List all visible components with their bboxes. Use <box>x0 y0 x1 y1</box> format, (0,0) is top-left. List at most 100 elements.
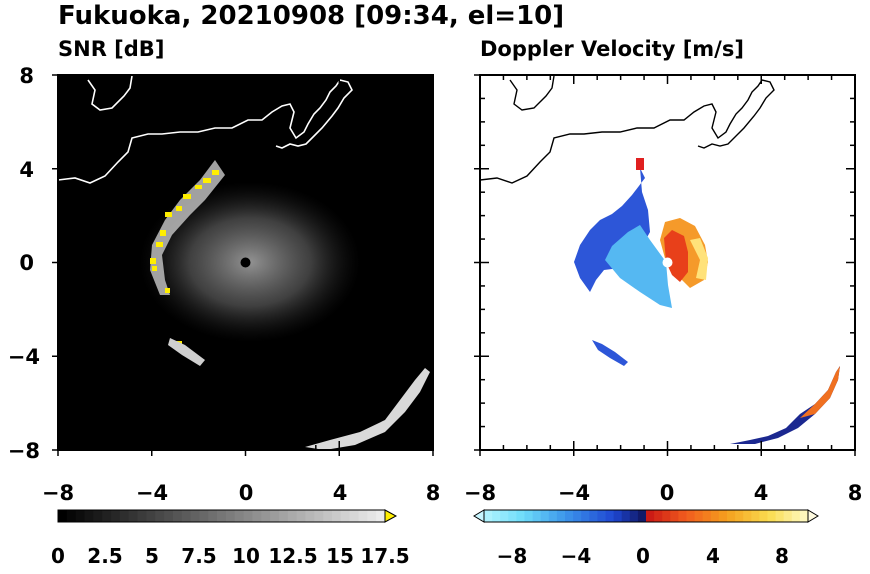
snr-colorbar-cell <box>155 510 165 522</box>
figure-title: Fukuoka, 20210908 [09:34, el=10] <box>58 1 564 31</box>
snr-colorbar-cell <box>234 510 245 522</box>
doppler-colorbar-cell <box>637 510 647 522</box>
doppler-colorbar-label: 0 <box>636 544 650 568</box>
doppler-colorbar-cell <box>613 510 623 522</box>
doppler-colorbar-cell <box>646 510 655 522</box>
snr-colorbar-cell <box>225 510 236 522</box>
doppler-recede-core <box>664 230 688 282</box>
snr-colorbar-cell <box>287 510 298 522</box>
doppler-colorbar-cell <box>670 510 679 522</box>
doppler-coastline <box>480 79 775 184</box>
snr-tick-marks <box>52 74 434 456</box>
snr-colorbar-cell <box>93 510 103 522</box>
doppler-north-spot <box>636 158 644 170</box>
snr-xtick-label: 0 <box>239 481 254 505</box>
snr-ytick-label: 8 <box>19 64 34 88</box>
snr-colorbar-cell <box>252 510 262 522</box>
snr-south-streak <box>168 338 205 366</box>
snr-colorbar-label: 0 <box>51 544 65 568</box>
doppler-colorbar-cell <box>540 510 550 522</box>
snr-radar-center <box>240 257 251 268</box>
snr-west-band <box>150 160 225 295</box>
snr-colorbar-cell <box>119 510 130 522</box>
doppler-colorbar-cell <box>654 510 663 522</box>
doppler-colorbar-cell <box>565 510 574 522</box>
snr-coastline <box>58 79 353 184</box>
doppler-colorbar-cell <box>727 510 736 522</box>
snr-colorbar-cell <box>376 510 386 522</box>
snr-xtick-label: 8 <box>426 481 441 505</box>
snr-colorbar-cell <box>75 510 86 522</box>
snr-ytick-label: 4 <box>19 158 34 182</box>
doppler-colorbar-frame <box>483 509 809 523</box>
doppler-colorbar-cell <box>799 510 809 522</box>
snr-colorbar-cell <box>199 510 209 522</box>
snr-colorbar-cell <box>164 510 174 522</box>
doppler-colorbar-cell <box>702 510 712 522</box>
snr-colorbar-cell <box>102 510 112 522</box>
doppler-colorbar-cell <box>524 510 534 522</box>
doppler-colorbar-cell <box>484 510 493 522</box>
snr-colorbar-label: 7.5 <box>181 544 216 568</box>
snr-colorbar-cell <box>340 510 351 522</box>
doppler-colorbar-label: −4 <box>561 544 592 568</box>
doppler-colorbar-cell <box>629 510 639 522</box>
doppler-colorbar-cell <box>751 510 760 522</box>
doppler-tick-marks <box>474 74 856 456</box>
doppler-colorbar <box>473 509 819 523</box>
snr-colorbar-cell <box>217 510 227 522</box>
doppler-colorbar-cell <box>589 510 598 522</box>
snr-colorbar-cell <box>296 510 306 522</box>
doppler-colorbar-cell <box>767 510 777 522</box>
snr-island <box>87 75 133 111</box>
doppler-colorbar-cell <box>759 510 768 522</box>
doppler-xtick-label: −4 <box>558 481 590 505</box>
doppler-inner-approach <box>605 225 672 308</box>
doppler-panel-title: Doppler Velocity [m/s] <box>480 37 744 61</box>
snr-colorbar-cell <box>137 510 147 522</box>
snr-colorbar-cell <box>349 510 359 522</box>
snr-xtick-label: 4 <box>333 481 348 505</box>
snr-colorbar-label: 15 <box>326 544 354 568</box>
doppler-colorbar-cell <box>710 510 720 522</box>
doppler-colorbar-cell <box>605 510 615 522</box>
snr-colorbar-label: 10 <box>232 544 260 568</box>
snr-panel-title: SNR [dB] <box>58 37 164 61</box>
doppler-colorbar-cell <box>662 510 671 522</box>
doppler-colorbar-cell <box>532 510 542 522</box>
doppler-colorbar-label: −8 <box>497 544 528 568</box>
doppler-radar-center <box>662 257 673 268</box>
snr-colorbar-cell <box>58 510 68 522</box>
doppler-colorbar-cell <box>508 510 517 522</box>
doppler-south-streak <box>592 340 628 366</box>
doppler-colorbar-cell <box>597 510 606 522</box>
snr-colorbar-cell <box>278 510 289 522</box>
doppler-colorbar-cell <box>556 510 566 522</box>
snr-colorbar-cell <box>323 510 333 522</box>
doppler-colorbar-cell <box>621 510 631 522</box>
snr-colorbar-frame <box>57 509 386 523</box>
doppler-colorbar-cell <box>573 510 582 522</box>
snr-colorbar-cell <box>190 510 200 522</box>
doppler-colorbar-cell <box>500 510 509 522</box>
doppler-colorbar-cell <box>581 510 590 522</box>
doppler-recede-outer <box>690 238 708 280</box>
doppler-colorbar-cell <box>516 510 525 522</box>
snr-colorbar-cell <box>314 510 324 522</box>
snr-colorbar-label: 12.5 <box>268 544 317 568</box>
snr-colorbar-label: 2.5 <box>87 544 122 568</box>
doppler-xtick-label: 4 <box>754 481 769 505</box>
snr-colorbar-cell <box>305 510 315 522</box>
snr-xtick-label: −8 <box>42 481 74 505</box>
snr-southeast-coast-echo <box>305 368 430 450</box>
snr-colorbar-cell <box>66 510 77 522</box>
doppler-coast-recede <box>800 366 840 418</box>
doppler-colorbar-cell <box>548 510 558 522</box>
snr-ytick-label: 0 <box>19 251 34 275</box>
snr-colorbar-cell <box>367 510 377 522</box>
snr-ytick-label: −4 <box>8 345 40 369</box>
doppler-colorbar-label: 8 <box>775 544 789 568</box>
doppler-colorbar-cell <box>775 510 785 522</box>
doppler-xtick-label: 0 <box>660 481 675 505</box>
